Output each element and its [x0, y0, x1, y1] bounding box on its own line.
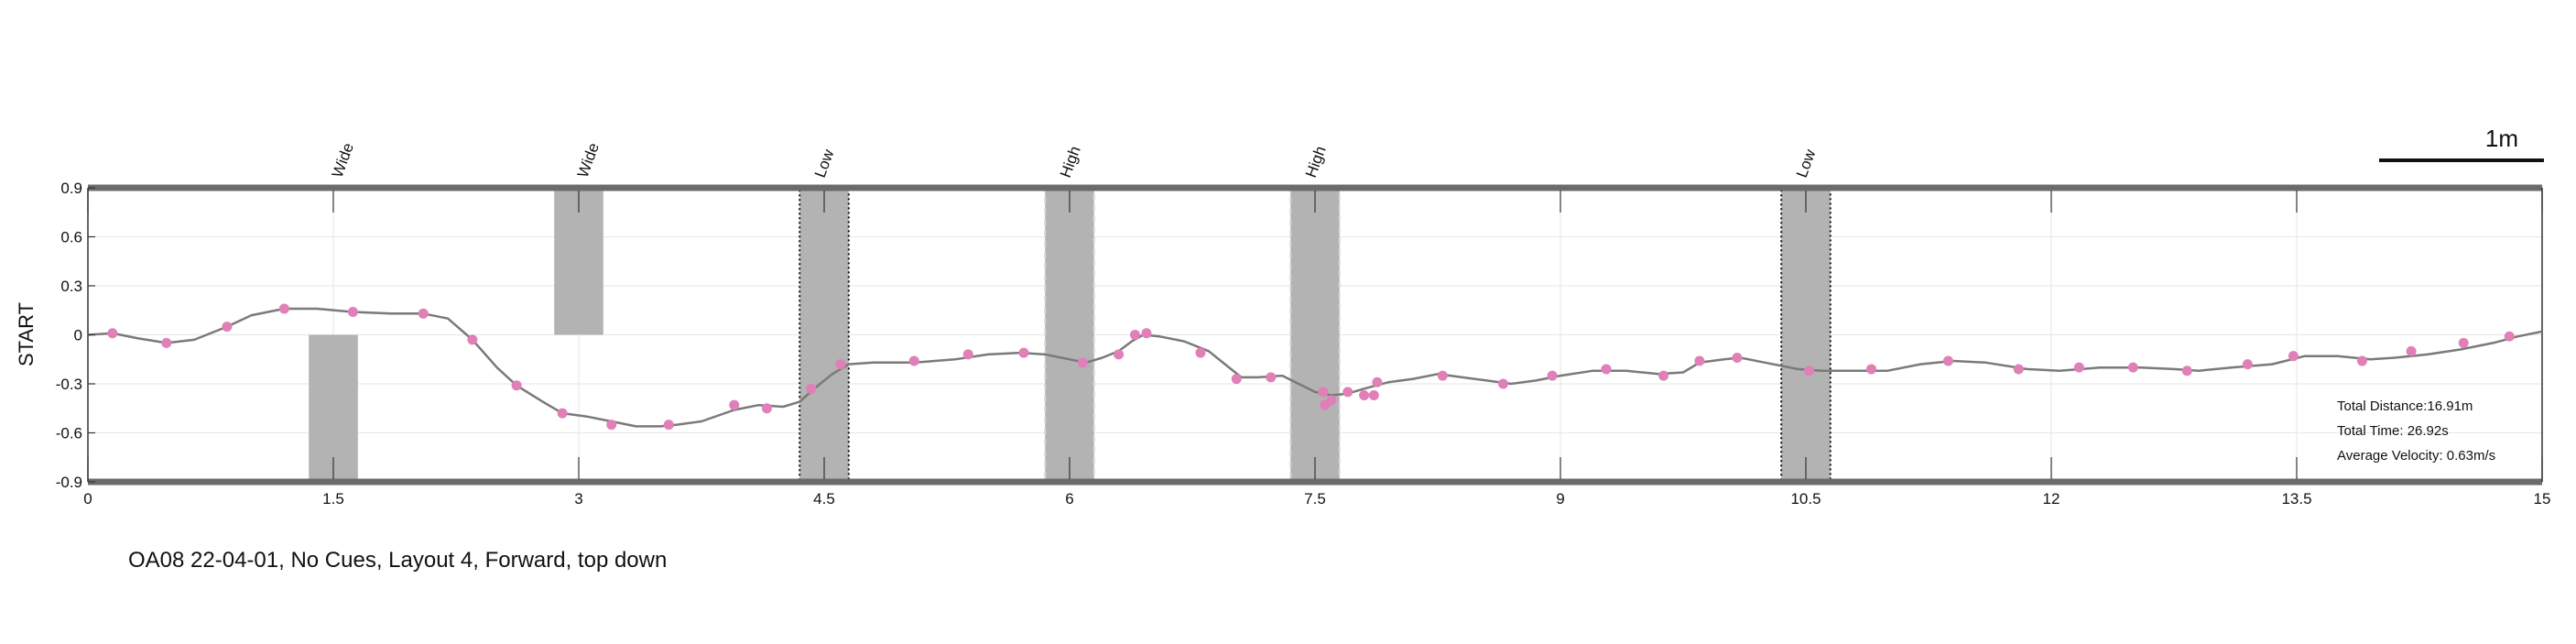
obstacle-label: High — [1302, 144, 1330, 180]
path-marker — [511, 380, 522, 391]
y-tick-label: -0.3 — [56, 376, 82, 393]
path-marker — [347, 307, 358, 318]
trajectory-markers — [107, 303, 2515, 431]
x-tick-label: 12 — [2043, 490, 2060, 508]
stats-box: Total Distance:16.91m Total Time: 26.92s… — [2337, 398, 2495, 464]
stat-total-time: Total Time: 26.92s — [2337, 423, 2449, 439]
path-marker — [107, 328, 118, 339]
x-tick-label: 1.5 — [322, 490, 344, 508]
path-marker — [1865, 364, 1876, 375]
x-tick-label: 0 — [83, 490, 92, 508]
stat-average-velocity: Average Velocity: 0.63m/s — [2337, 448, 2495, 464]
path-marker — [2356, 355, 2367, 366]
path-marker — [467, 334, 478, 345]
path-marker — [222, 322, 233, 333]
path-marker — [1694, 355, 1705, 366]
path-marker — [1437, 370, 1448, 381]
obstacle-high — [1289, 187, 1341, 483]
path-marker — [1266, 372, 1277, 383]
path-marker — [1077, 357, 1088, 368]
path-marker — [908, 355, 919, 366]
path-line — [87, 307, 2543, 428]
y-tick-label: -0.6 — [56, 425, 82, 442]
obstacle-label: Wide — [574, 140, 603, 180]
path-marker — [2181, 366, 2192, 377]
path-marker — [1318, 387, 1329, 398]
path-marker — [2127, 362, 2138, 373]
x-tick-label: 3 — [574, 490, 582, 508]
path-marker — [1359, 389, 1370, 400]
path-marker — [1372, 377, 1383, 387]
y-tick-label: 0 — [74, 327, 82, 344]
path-marker — [1804, 366, 1815, 377]
path-marker — [962, 349, 973, 360]
obstacle-low — [799, 187, 850, 483]
path-marker — [418, 308, 429, 319]
path-marker — [1732, 352, 1743, 363]
x-tick-label: 15 — [2534, 490, 2551, 508]
scale-bar-label: 1m — [2485, 125, 2518, 152]
path-marker — [606, 420, 617, 431]
path-marker — [2073, 362, 2084, 373]
path-marker — [1114, 349, 1125, 360]
x-tick-label: 4.5 — [813, 490, 835, 508]
path-marker — [1141, 328, 1152, 339]
path-marker — [278, 303, 289, 314]
path-marker — [1195, 347, 1206, 358]
axis-ticks — [87, 187, 2543, 483]
path-marker — [1342, 387, 1353, 398]
path-marker — [1497, 378, 1508, 389]
y-tick-label: 0.9 — [60, 180, 82, 197]
chart-caption: OA08 22-04-01, No Cues, Layout 4, Forwar… — [128, 548, 668, 573]
path-marker — [835, 359, 846, 370]
x-tick-label: 9 — [1556, 490, 1564, 508]
obstacle-high — [1044, 187, 1095, 483]
path-marker — [161, 337, 172, 348]
path-marker — [729, 399, 740, 410]
path-marker — [2458, 337, 2469, 348]
path-marker — [1368, 389, 1379, 400]
path-marker — [1018, 347, 1029, 358]
path-marker — [1601, 364, 1612, 375]
obstacle-label: Wide — [329, 140, 357, 180]
path-marker — [1129, 330, 1140, 340]
path-marker — [1658, 370, 1669, 381]
stat-total-distance: Total Distance:16.91m — [2337, 398, 2473, 414]
y-tick-label: -0.9 — [56, 474, 82, 491]
obstacle-low — [1780, 187, 1831, 483]
path-marker — [2242, 359, 2253, 370]
path-marker — [1231, 374, 1242, 385]
x-tick-label: 7.5 — [1304, 490, 1326, 508]
y-side-label: START — [15, 302, 38, 366]
y-tick-label: 0.3 — [60, 278, 82, 295]
path-marker — [761, 403, 772, 414]
x-tick-label: 13.5 — [2281, 490, 2311, 508]
path-marker — [2504, 331, 2515, 342]
path-marker — [2288, 351, 2299, 362]
path-marker — [1942, 355, 1953, 366]
x-tick-label: 10.5 — [1790, 490, 1821, 508]
obstacle-label: High — [1057, 144, 1084, 180]
obstacle-label: Low — [811, 147, 838, 180]
scale-bar: 1m — [2379, 125, 2544, 162]
path-marker — [2013, 364, 2024, 375]
path-marker — [806, 383, 817, 394]
x-tick-label: 6 — [1065, 490, 1073, 508]
path-marker — [663, 420, 674, 431]
path-marker — [557, 408, 568, 419]
trajectory-path — [87, 307, 2543, 428]
y-tick-label: 0.6 — [60, 229, 82, 246]
obstacle-label: Low — [1793, 147, 1820, 180]
path-marker — [1547, 370, 1558, 381]
path-marker — [2406, 345, 2417, 356]
path-marker — [1326, 395, 1337, 406]
